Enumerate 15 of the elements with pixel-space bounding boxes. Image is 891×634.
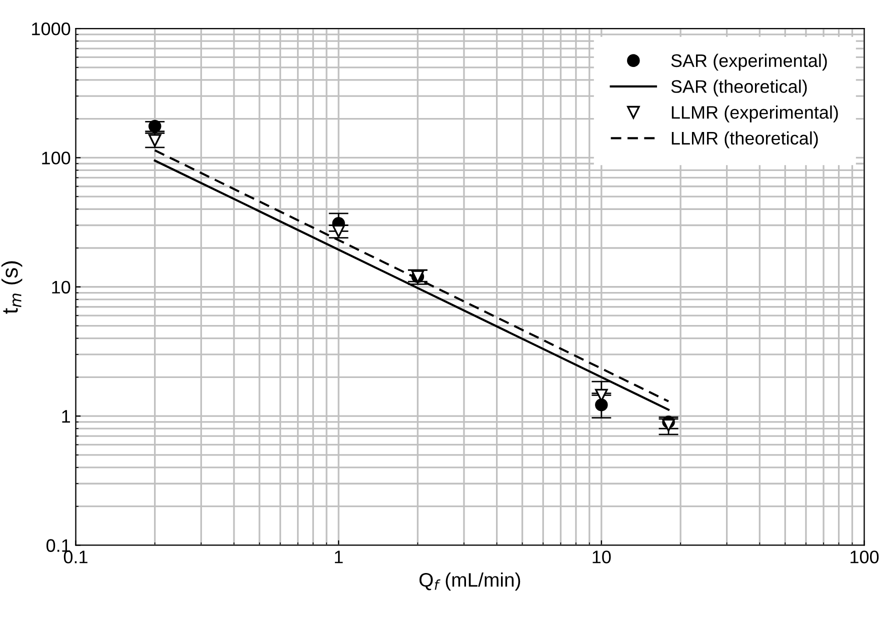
x-tick-label: 100	[850, 550, 879, 564]
y-tick-label: 100	[42, 152, 70, 164]
legend-label: LLMR (experimental)	[672, 106, 838, 122]
legend-label: LLMR (theoretical)	[672, 131, 818, 148]
y-tick-label: 1	[62, 410, 70, 423]
legend-label: SAR (theoretical)	[671, 80, 807, 96]
y-tick-label: 10	[52, 280, 70, 294]
x-tick-label: 10	[592, 550, 611, 564]
legend-label: SAR (experimental)	[671, 54, 827, 71]
y-axis-title: t$_{m}$ (s)	[1, 261, 22, 314]
y-tick-label: 1000	[32, 22, 70, 36]
y-tick-label: 0.1	[46, 539, 70, 552]
x-tick-label: 1	[334, 550, 343, 564]
x-axis-title: Q$_{f}$ (mL/min)	[419, 572, 520, 591]
x-tick-label: 0.1	[64, 550, 88, 564]
